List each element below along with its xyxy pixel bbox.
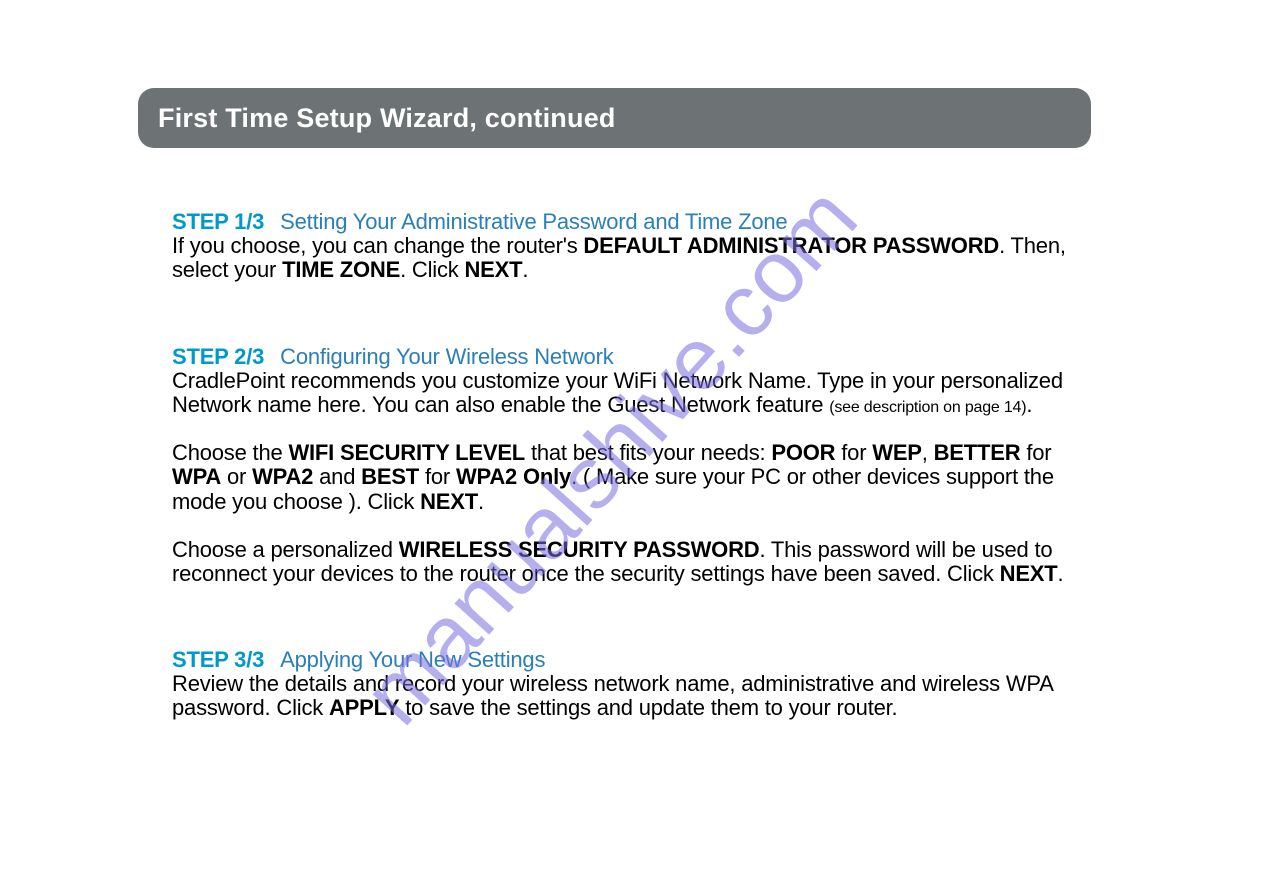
page: First Time Setup Wizard, continued STEP … [0, 0, 1263, 893]
text: If you choose, you can change the router… [172, 233, 583, 258]
bold-text: BEST [361, 464, 419, 489]
text: . [522, 257, 528, 282]
text: for [1020, 440, 1051, 465]
bold-text: WPA [172, 464, 221, 489]
step-title: Setting Your Administrative Password and… [280, 209, 787, 234]
paragraph: Review the details and record your wirel… [172, 672, 1072, 720]
step-block: STEP 2/3 Configuring Your Wireless Networ… [172, 345, 1072, 587]
step-head: STEP 3/3 Applying Your New Settings [172, 648, 1072, 672]
bold-text: NEXT [1000, 561, 1058, 586]
text: . Click [400, 257, 464, 282]
step-label: STEP 3/3 [172, 647, 264, 672]
paragraph: CradlePoint recommends you customize you… [172, 369, 1072, 417]
paragraph: Choose a personalized WIRELESS SECURITY … [172, 538, 1072, 586]
bold-text: NEXT [464, 257, 522, 282]
bold-text: TIME ZONE [282, 257, 400, 282]
page-title: First Time Setup Wizard, continued [158, 103, 616, 134]
text: that best fits your needs: [525, 440, 771, 465]
step-title: Configuring Your Wireless Network [280, 344, 613, 369]
paragraph: Choose the WIFI SECURITY LEVEL that best… [172, 441, 1072, 514]
text: for [835, 440, 872, 465]
small-note: (see description on page 14) [829, 399, 1026, 416]
step-label: STEP 2/3 [172, 344, 264, 369]
bold-text: WIRELESS SECURITY PASSWORD [399, 537, 760, 562]
text: , [922, 440, 934, 465]
bold-text: WEP [872, 440, 922, 465]
text: for [419, 464, 456, 489]
text: . [478, 489, 484, 514]
title-bar: First Time Setup Wizard, continued [138, 88, 1091, 148]
step-label: STEP 1/3 [172, 209, 264, 234]
text: Choose a personalized [172, 537, 399, 562]
text: to save the settings and update them to … [399, 695, 897, 720]
text: Choose the [172, 440, 288, 465]
text: and [313, 464, 361, 489]
content-region: STEP 1/3 Setting Your Administrative Pass… [172, 210, 1072, 783]
bold-text: WIFI SECURITY LEVEL [288, 440, 525, 465]
step-head: STEP 1/3 Setting Your Administrative Pass… [172, 210, 1072, 234]
step-title: Applying Your New Settings [280, 647, 545, 672]
text: . [1026, 392, 1032, 417]
bold-text: APPLY [329, 695, 399, 720]
bold-text: DEFAULT ADMINISTRATOR PASSWORD [583, 233, 999, 258]
bold-text: NEXT [420, 489, 478, 514]
bold-text: POOR [771, 440, 835, 465]
step-block: STEP 1/3 Setting Your Administrative Pass… [172, 210, 1072, 283]
step-block: STEP 3/3 Applying Your New SettingsReview… [172, 648, 1072, 721]
text: or [221, 464, 252, 489]
step-head: STEP 2/3 Configuring Your Wireless Networ… [172, 345, 1072, 369]
paragraph: If you choose, you can change the router… [172, 234, 1072, 282]
bold-text: WPA2 [252, 464, 313, 489]
bold-text: WPA2 Only [456, 464, 571, 489]
text: . [1058, 561, 1064, 586]
bold-text: BETTER [934, 440, 1021, 465]
